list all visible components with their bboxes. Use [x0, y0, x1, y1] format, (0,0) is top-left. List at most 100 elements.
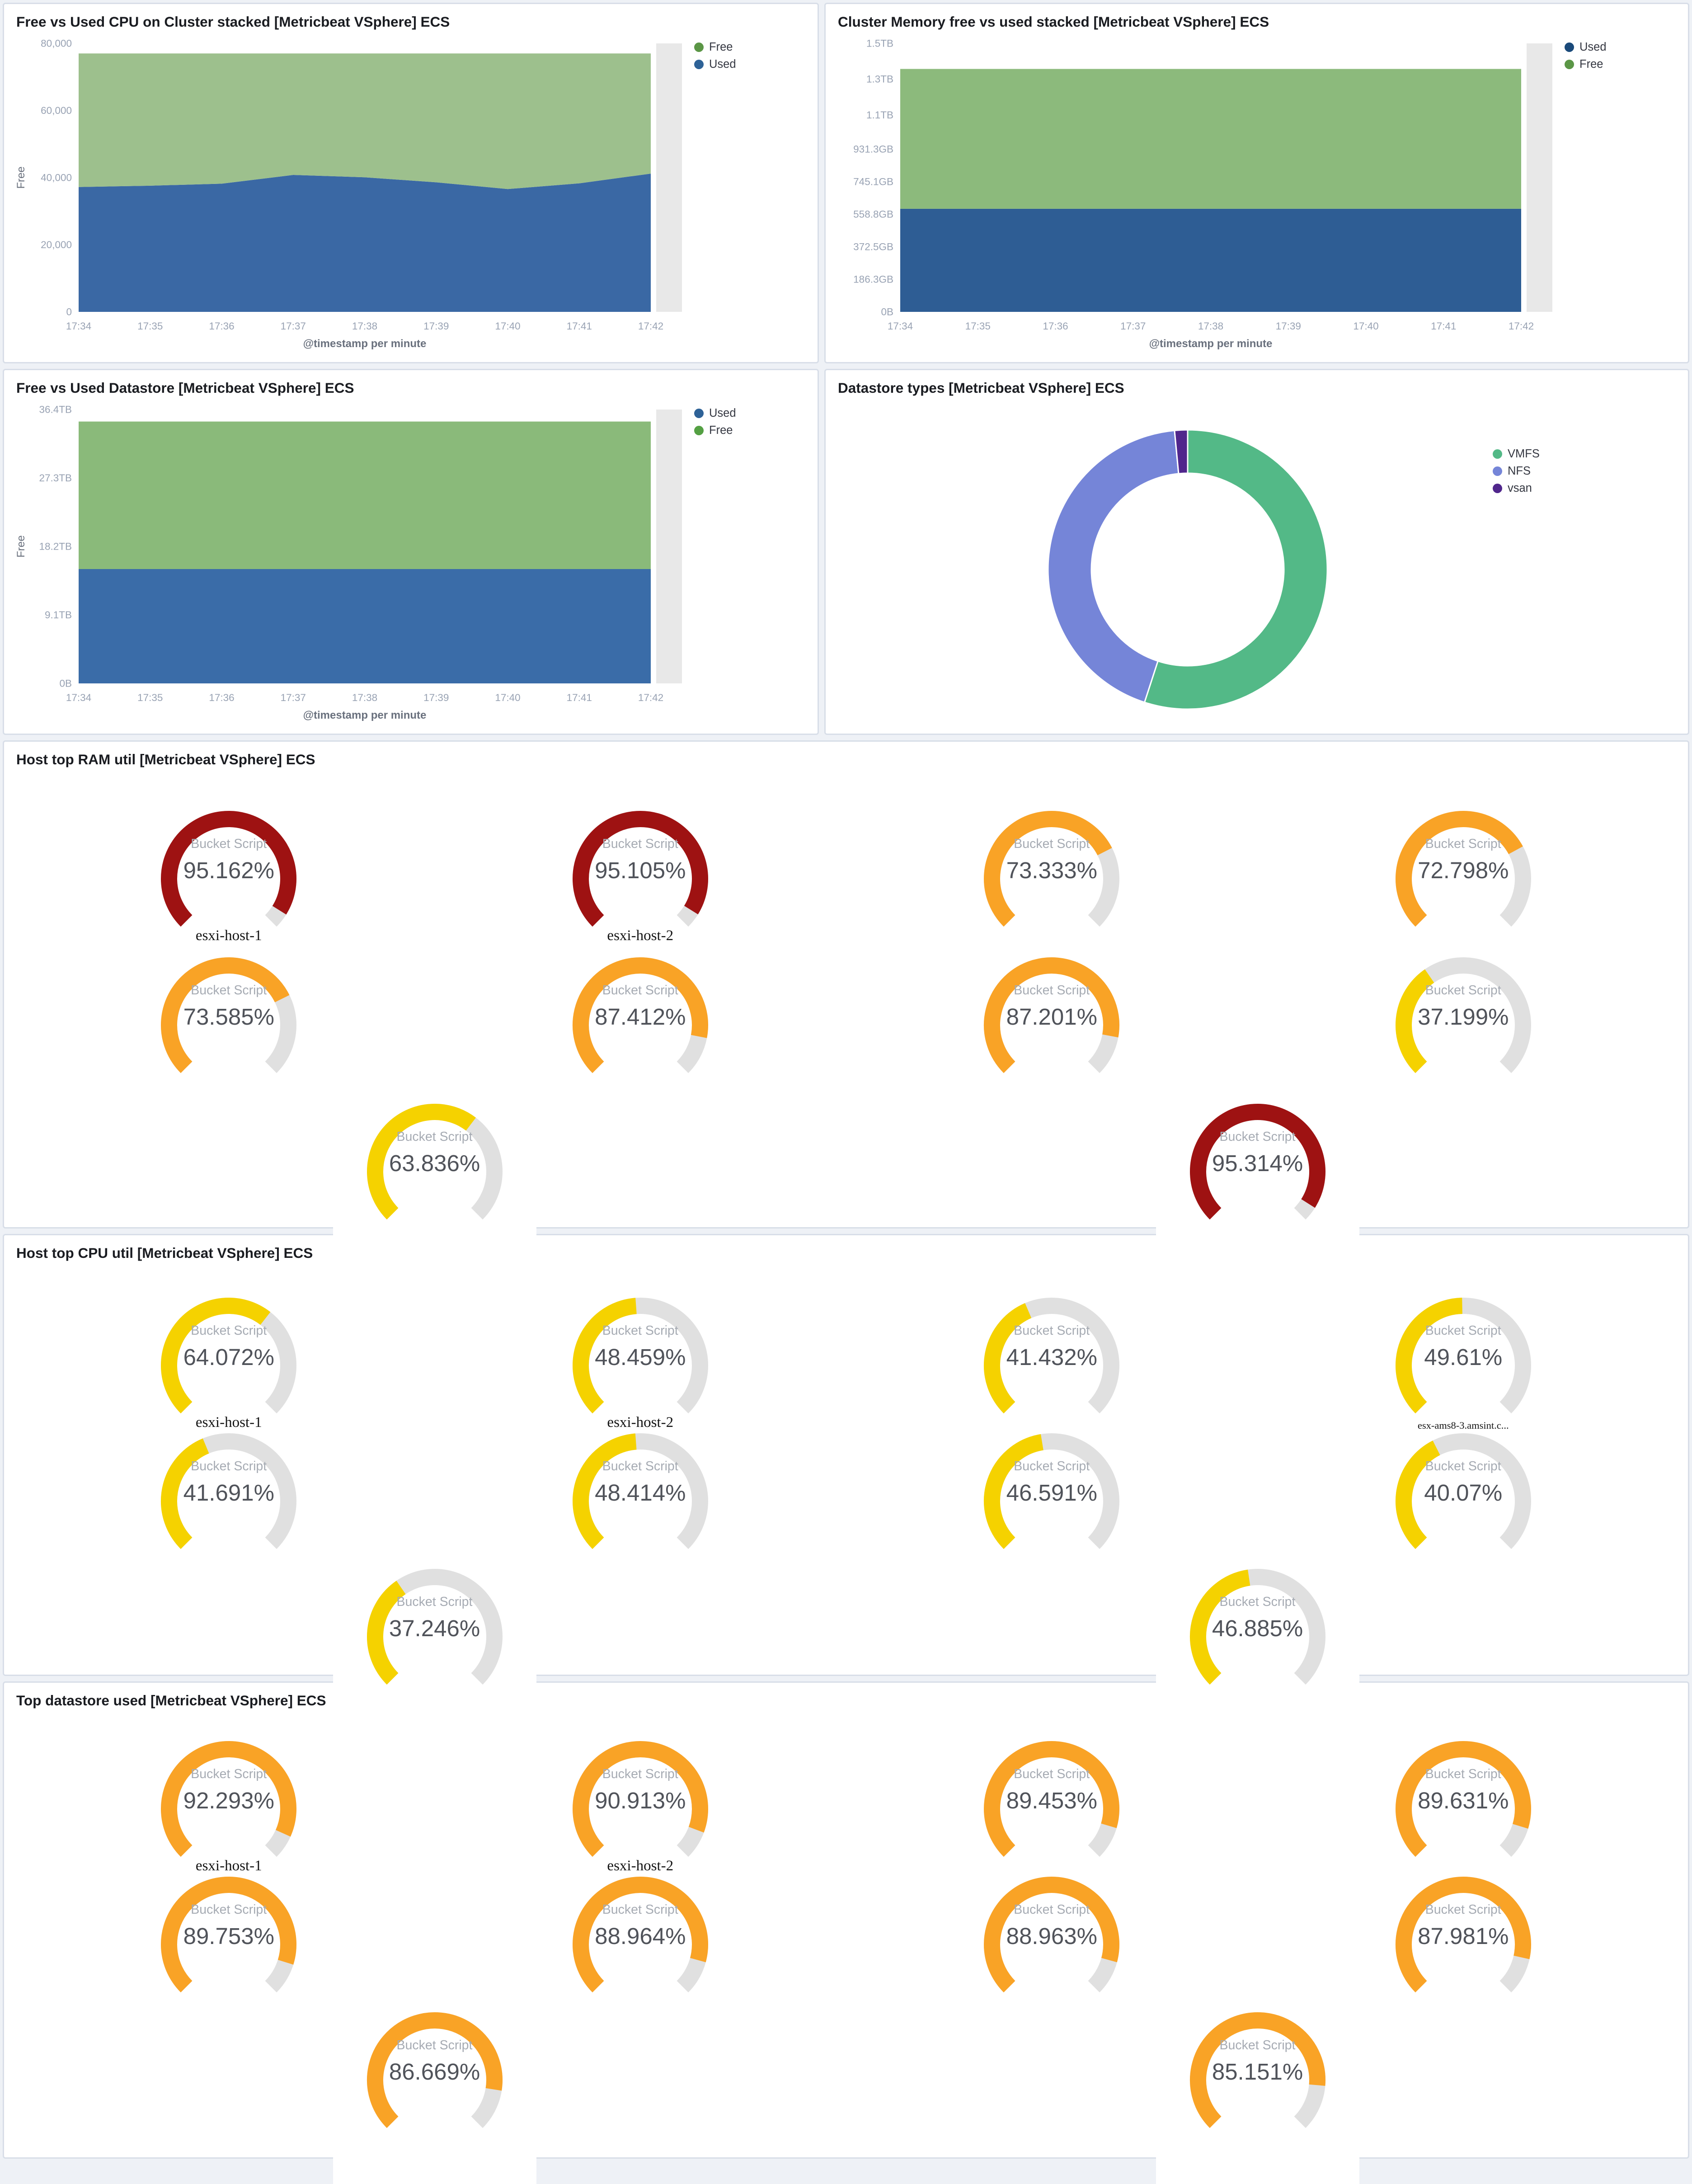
gauge-metric-label: Bucket Script [396, 1595, 473, 1609]
gauge-arc-svg [984, 957, 1120, 1073]
gauge[interactable]: Bucket Script 89.631% [1258, 1738, 1669, 1890]
gauge-box: Bucket Script 87.201% [950, 955, 1154, 1106]
gauge-value: 86.669% [389, 2059, 480, 2085]
gauge[interactable]: Bucket Script 46.591% [846, 1431, 1258, 1582]
gauge-arc-svg [1395, 957, 1531, 1073]
gauge[interactable]: Bucket Script 48.414% [435, 1431, 846, 1582]
gauge-box: Bucket Script 41.432% [950, 1295, 1154, 1447]
gauge[interactable]: Bucket Script 87.201% [846, 955, 1258, 1106]
cpu-util-gauges: Bucket Script 64.072% esxi-host-1 Bucket Sc… [4, 1264, 1688, 1709]
panel-cluster-memory: Cluster Memory free vs used stacked [Met… [824, 3, 1689, 363]
gauge-row: Bucket Script 41.691% Bucket Script 48.414%… [4, 1431, 1688, 1582]
gauge-arc-svg [367, 1569, 503, 1685]
gauge[interactable]: Bucket Script 90.913% esxi-host-2 [435, 1738, 846, 1890]
gauge[interactable]: Bucket Script 63.836% [23, 1101, 846, 1247]
gauge-box: Bucket Script 49.61% esx-ams8-3.amsint.c..… [1361, 1295, 1565, 1447]
legend-label: Free [1579, 58, 1603, 71]
gauge-arc-svg [1395, 811, 1531, 927]
panel-free-vs-used-datastore: Free vs Used Datastore [Metricbeat VSphe… [3, 369, 819, 735]
legend-item-used[interactable]: Used [694, 58, 736, 71]
legend-dot [694, 426, 704, 435]
legend-item-free[interactable]: Free [694, 424, 736, 437]
gauge-box: Bucket Script 46.591% [950, 1431, 1154, 1582]
gauge[interactable]: Bucket Script 95.162% esxi-host-1 [23, 808, 435, 960]
panel-title: Datastore types [Metricbeat VSphere] ECS [838, 380, 1124, 396]
gauge-arc-svg [1395, 1298, 1531, 1414]
gauge-box: Bucket Script 73.333% [950, 808, 1154, 960]
gauge-metric-label: Bucket Script [191, 1767, 267, 1781]
gauge-value: 73.333% [1006, 857, 1097, 883]
gauge[interactable]: Bucket Script 72.798% [1258, 808, 1669, 960]
gauge-value: 41.691% [183, 1480, 274, 1506]
gauge[interactable]: Bucket Script 88.963% [846, 1874, 1258, 2026]
gauge-metric-label: Bucket Script [1014, 1459, 1090, 1473]
gauge-value: 95.105% [595, 857, 686, 883]
gauge[interactable]: Bucket Script 41.691% [23, 1431, 435, 1582]
gauge-box: Bucket Script 87.981% [1361, 1874, 1565, 2026]
svg-text:17:39: 17:39 [423, 692, 449, 703]
gauge[interactable]: Bucket Script 92.293% esxi-host-1 [23, 1738, 435, 1890]
area-chart-svg: 0B 186.3GB 372.5GB 558.8GB 745.1GB 931.3GB 1.1… [853, 38, 1552, 350]
legend-item-free[interactable]: Free [694, 41, 736, 54]
gauge[interactable]: Bucket Script 86.669% [23, 2010, 846, 2184]
gauge-row: Bucket Script 89.753% Bucket Script 88.964%… [4, 1874, 1688, 2026]
gauge-metric-label: Bucket Script [1219, 1130, 1296, 1144]
legend-item-used[interactable]: Used [694, 407, 736, 420]
svg-text:1.1TB: 1.1TB [866, 109, 893, 121]
svg-text:17:34: 17:34 [888, 320, 913, 332]
gauge[interactable]: Bucket Script 87.981% [1258, 1874, 1669, 2026]
gauge[interactable]: Bucket Script 37.246% [23, 1566, 846, 1709]
gauge-host-label: esxi-host-2 [607, 1414, 674, 1431]
svg-text:17:41: 17:41 [567, 320, 592, 332]
legend-item-vmfs[interactable]: VMFS [1493, 447, 1540, 461]
legend-item-vsan[interactable]: vsan [1493, 482, 1540, 495]
cluster-memory-stacked-area-chart[interactable]: 0B 186.3GB 372.5GB 558.8GB 745.1GB 931.3GB 1.1… [826, 33, 1688, 353]
legend-item-used[interactable]: Used [1565, 41, 1607, 54]
legend-item-free[interactable]: Free [1565, 58, 1607, 71]
gauge[interactable]: Bucket Script 49.61% esx-ams8-3.amsint.c..… [1258, 1295, 1669, 1447]
svg-text:17:40: 17:40 [1353, 320, 1378, 332]
panel-title: Free vs Used CPU on Cluster stacked [Met… [16, 14, 450, 30]
gauge-row: Bucket Script 95.162% esxi-host-1 Bucket Sc… [4, 808, 1688, 960]
gauge-value: 87.981% [1418, 1923, 1509, 1949]
gauge-arc-svg [572, 1741, 708, 1857]
gauge[interactable]: Bucket Script 46.885% [846, 1566, 1669, 1709]
svg-text:40,000: 40,000 [41, 172, 72, 184]
svg-text:0B: 0B [59, 678, 72, 689]
gauge[interactable]: Bucket Script 95.105% esxi-host-2 [435, 808, 846, 960]
svg-text:9.1TB: 9.1TB [45, 609, 72, 621]
gauge[interactable]: Bucket Script 85.151% [846, 2010, 1669, 2184]
panel-top-datastore-used: Top datastore used [Metricbeat VSphere] … [3, 1681, 1689, 2184]
gauge[interactable]: Bucket Script 87.412% [435, 955, 846, 1106]
svg-text:17:37: 17:37 [1120, 320, 1146, 332]
gauge[interactable]: Bucket Script 73.585% [23, 955, 435, 1106]
legend-label: Free [709, 424, 733, 437]
gauge-value: 46.885% [1212, 1615, 1303, 1641]
gauge[interactable]: Bucket Script 40.07% [1258, 1431, 1669, 1582]
gauge[interactable]: Bucket Script 95.314% [846, 1101, 1669, 1247]
gauge[interactable]: Bucket Script 48.459% esxi-host-2 [435, 1295, 846, 1447]
legend-dot [1493, 466, 1502, 476]
gauge[interactable]: Bucket Script 73.333% [846, 808, 1258, 960]
legend-dot [1493, 484, 1502, 493]
gauge-metric-label: Bucket Script [191, 1902, 267, 1917]
gauge-metric-label: Bucket Script [191, 983, 267, 998]
gauge-box: Bucket Script 95.105% esxi-host-2 [538, 808, 742, 960]
gauge[interactable]: Bucket Script 88.964% [435, 1874, 846, 2026]
gauge[interactable]: Bucket Script 37.199% [1258, 955, 1669, 1106]
gauge-value: 89.753% [183, 1923, 274, 1949]
gauge-box: Bucket Script 41.691% [127, 1431, 331, 1582]
gauge-row: Bucket Script 92.293% esxi-host-1 Bucket Sc… [4, 1738, 1688, 1890]
gauge[interactable]: Bucket Script 89.453% [846, 1738, 1258, 1890]
datastore-types-donut-chart[interactable]: VMFS NFS vsan [826, 410, 1688, 730]
gauge-value: 64.072% [183, 1344, 274, 1370]
gauge-arc-svg [1189, 1569, 1325, 1685]
cpu-cluster-stacked-area-chart[interactable]: 0 20,000 40,000 60,000 80,000 17:34 17:35 17:36… [4, 33, 818, 353]
legend-item-nfs[interactable]: NFS [1493, 465, 1540, 478]
datastore-stacked-area-chart[interactable]: 0B 9.1TB 18.2TB 27.3TB 36.4TB 17:34 17:35 17:36… [4, 399, 818, 724]
gauge[interactable]: Bucket Script 64.072% esxi-host-1 [23, 1295, 435, 1447]
gauge-metric-label: Bucket Script [1425, 1767, 1501, 1781]
gauge[interactable]: Bucket Script 89.753% [23, 1874, 435, 2026]
gauge[interactable]: Bucket Script 41.432% [846, 1295, 1258, 1447]
gauge-arc-svg [1189, 2012, 1325, 2128]
